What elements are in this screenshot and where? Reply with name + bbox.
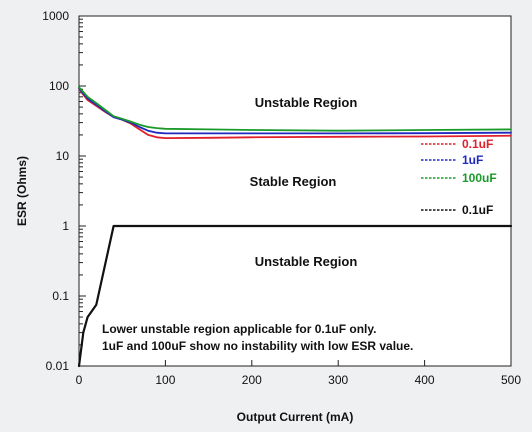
axes-ticks <box>78 15 512 367</box>
y-tick-label: 1000 <box>42 9 69 23</box>
y-tick-label: 0.01 <box>46 359 70 373</box>
legend-label-1: 1uF <box>462 153 483 167</box>
x-tick-label: 100 <box>155 373 175 387</box>
series-layer <box>77 86 513 368</box>
series-line-2 <box>78 86 512 132</box>
plot-area <box>78 15 512 367</box>
x-axis-title: Output Current (mA) <box>237 410 354 424</box>
lower-region-label: Unstable Region <box>255 254 358 269</box>
series-line-1 <box>78 87 512 135</box>
legend-label-2: 100uF <box>462 171 497 185</box>
y-tick-label: 100 <box>49 79 69 93</box>
legend: 0.1uF 1uF 100uF 0.1uF <box>421 137 497 217</box>
y-tick-label: 1 <box>62 219 69 233</box>
x-tick-label: 200 <box>242 373 262 387</box>
note-line-2: 1uF and 100uF show no instability with l… <box>102 339 413 353</box>
x-tick-label: 300 <box>328 373 348 387</box>
x-tick-label: 400 <box>415 373 435 387</box>
tick-labels: 0 100 200 300 400 500 0.01 0.1 1 10 100 1000 <box>42 9 521 387</box>
x-tick-label: 0 <box>76 373 83 387</box>
y-tick-label: 10 <box>56 149 70 163</box>
legend-label-3: 0.1uF <box>462 203 493 217</box>
y-tick-label: 0.1 <box>52 289 69 303</box>
legend-label-0: 0.1uF <box>462 137 493 151</box>
note-line-1: Lower unstable region applicable for 0.1… <box>102 322 377 336</box>
y-axis-title: ESR (Ohms) <box>15 156 29 226</box>
series-line-0 <box>78 87 512 140</box>
stable-region-label: Stable Region <box>250 174 337 189</box>
series-line-3 <box>77 224 513 368</box>
upper-region-label: Unstable Region <box>255 95 358 110</box>
x-tick-label: 500 <box>501 373 521 387</box>
